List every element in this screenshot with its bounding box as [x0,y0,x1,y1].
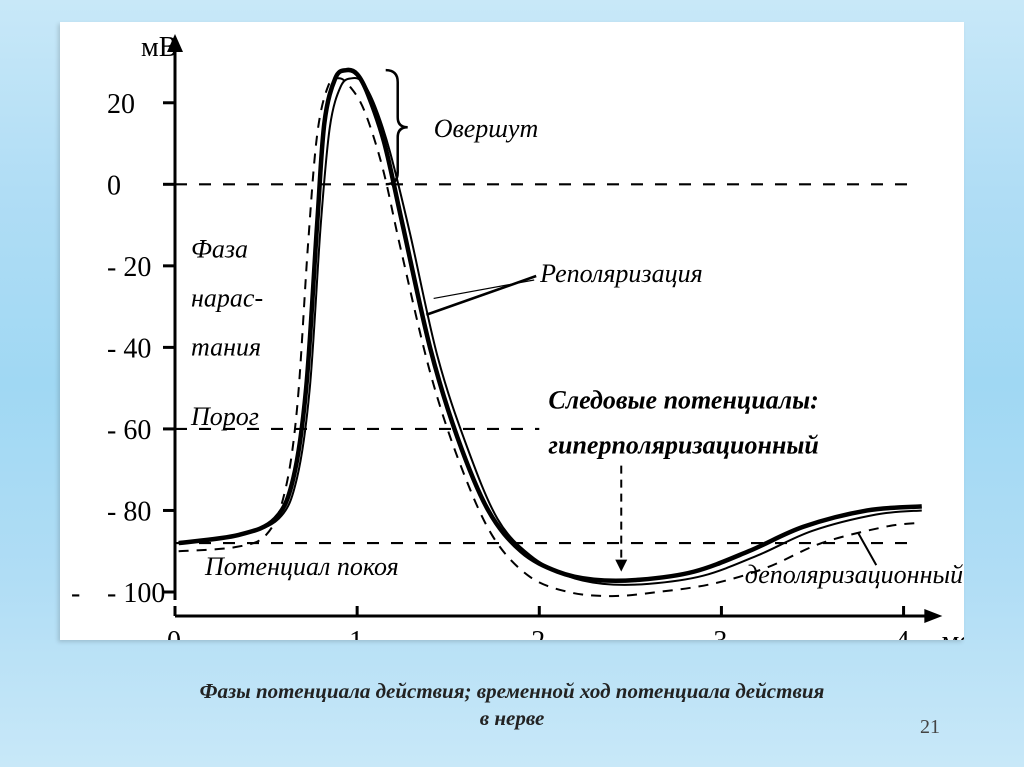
slide-number: 21 [920,716,940,739]
y-tick-label: - 100 [107,578,165,609]
y-tick-label: - 20 [107,252,151,283]
label-rising-2: нарас- [191,284,263,313]
label-trace-2: гиперполяризационный [548,430,819,459]
y-tick-label: - 40 [107,333,151,364]
y-tick-label: - 80 [107,496,151,527]
curve-dashed [179,78,922,596]
y-tick-label: - 60 [107,415,151,446]
y-tick-label: 20 [107,89,135,120]
label-resting: Потенциал покоя [204,552,399,581]
caption-line-2: в нерве [480,706,545,730]
label-overshoot: Овершут [434,114,539,143]
x-tick-label: 0 [167,626,181,640]
x-tick-label: 2 [531,626,545,640]
x-tick-label: 4 [896,626,910,640]
label-repolarization: Реполяризация [539,259,703,288]
label-threshold: Порог [190,402,259,431]
svg-text:-: - [71,578,80,609]
y-axis-unit: мВ [141,32,177,63]
label-rising-3: тания [191,333,261,362]
x-axis-unit: мс [942,626,964,640]
label-rising-1: Фаза [191,235,248,264]
chart-card: мВ20 0 - 20 - 40 - 60 - 80 - 100- 0 1 2 3 4 мс Овершу… [60,22,964,640]
label-depolarization: деполяризационный [745,560,963,589]
x-tick-label: 1 [349,626,363,640]
x-tick-label: 3 [713,626,727,640]
y-tick-label: 0 [107,170,121,201]
label-trace-1: Следовые потенциалы: [548,386,818,415]
curve-secondary [179,78,922,585]
action-potential-chart: мВ20 0 - 20 - 40 - 60 - 80 - 100- 0 1 2 3 4 мс Овершу… [60,22,964,640]
caption-line-1: Фазы потенциала действия; временной ход … [200,679,825,703]
figure-caption: Фазы потенциала действия; временной ход … [0,678,1024,733]
